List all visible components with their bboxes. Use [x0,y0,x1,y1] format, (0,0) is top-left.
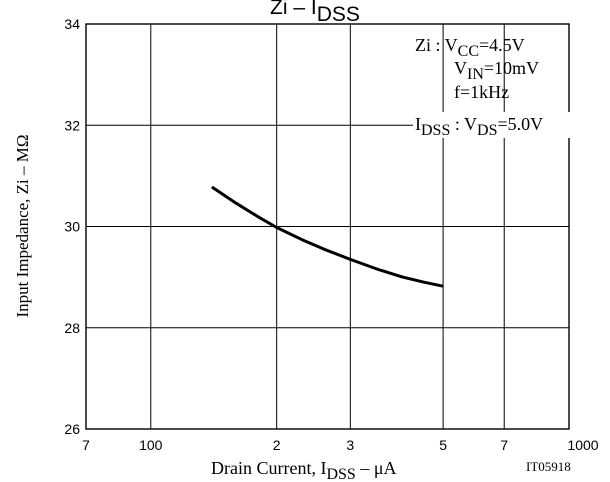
chart-title-main: Zi – I [270,0,317,19]
series-line [211,185,444,288]
series [211,185,444,288]
y-tick-label: 30 [64,219,80,235]
y-axis-label: Input Impedance, Zi – MΩ [13,134,32,317]
x-tick-label: 3 [346,437,354,453]
y-tick-label: 34 [64,16,80,32]
condition-zi: Zi : VCC=4.5V [415,35,525,60]
chart-title: Zi – IDSS [270,0,360,26]
y-tick-label: 26 [64,421,80,437]
condition-frequency: f=1kHz [454,82,509,102]
plot-frame [85,23,570,430]
condition-vin: VIN=10mV [454,58,539,83]
x-tick-label: 2 [273,437,281,453]
x-tick-label: 1000 [567,437,598,453]
chart-title-sub: DSS [317,3,360,26]
x-axis-ticks: 7 100 2 3 5 7 1000 [82,437,599,453]
x-tick-label: 7 [500,437,508,453]
y-tick-label: 28 [64,320,80,336]
y-tick-label: 32 [64,117,80,133]
figure-code: IT05918 [526,459,571,474]
x-tick-label: 100 [139,437,163,453]
conditions-annotation: Zi : VCC=4.5V VIN=10mV f=1kHz IDSS : VDS… [413,35,583,139]
x-axis-label: Drain Current, IDSS – μA [211,458,396,482]
condition-idss: IDSS : VDS=5.0V [415,114,543,139]
y-axis-ticks: 26 28 30 32 34 [64,16,80,437]
x-tick-label: 5 [439,437,447,453]
x-tick-label: 7 [82,437,90,453]
condition-idss-background [413,112,583,138]
